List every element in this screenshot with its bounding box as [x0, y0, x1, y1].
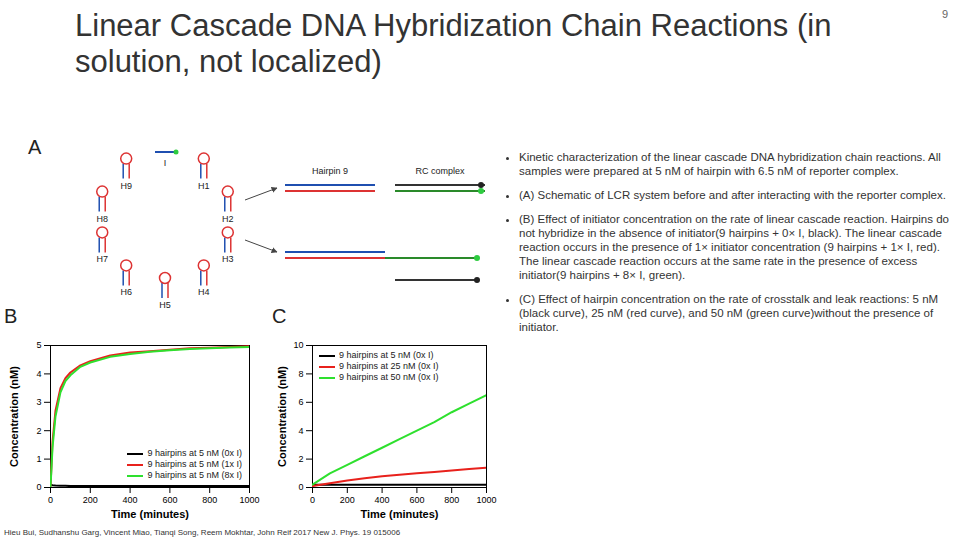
svg-text:1000: 1000: [239, 495, 259, 505]
svg-text:H9: H9: [120, 181, 132, 191]
svg-text:0: 0: [48, 495, 53, 505]
svg-text:4: 4: [298, 426, 303, 436]
svg-text:Concentration (nM): Concentration (nM): [276, 366, 288, 467]
svg-text:5: 5: [36, 340, 41, 350]
svg-text:H2: H2: [222, 214, 234, 224]
svg-text:1: 1: [36, 454, 41, 464]
svg-text:H6: H6: [120, 287, 132, 297]
svg-text:Time (minutes): Time (minutes): [111, 508, 189, 520]
html-text:9 hairpins at 5 nM (8x I): 9 hairpins at 5 nM (8x I): [147, 470, 242, 480]
svg-text:3: 3: [36, 397, 41, 407]
html-text:(A) Schematic of LCR system be: (A) Schematic of LCR system before and a…: [519, 189, 946, 201]
svg-text:Hairpin 9: Hairpin 9: [312, 166, 348, 176]
svg-text:200: 200: [83, 495, 98, 505]
svg-text:800: 800: [444, 495, 459, 505]
html-text:9 hairpins at 50 nM (0x I): 9 hairpins at 50 nM (0x I): [339, 372, 439, 382]
html-text:C: C: [272, 305, 287, 327]
svg-text:0: 0: [310, 495, 315, 505]
svg-text:0: 0: [36, 482, 41, 492]
html-text:9 hairpins at 5 nM (0x I): 9 hairpins at 5 nM (0x I): [339, 350, 434, 360]
svg-text:6: 6: [298, 397, 303, 407]
svg-text:4: 4: [36, 369, 41, 379]
svg-text:Concentration (nM): Concentration (nM): [8, 366, 20, 467]
svg-text:400: 400: [123, 495, 138, 505]
html-text:9: 9: [941, 8, 948, 20]
html-text:Linear Cascade DNA Hybridizati: Linear Cascade DNA Hybridization Chain R…: [75, 8, 832, 79]
html-text:(B) Effect of initiator concen: (B) Effect of initiator concentration on…: [519, 213, 949, 281]
svg-text:400: 400: [375, 495, 390, 505]
svg-text:I: I: [164, 158, 167, 168]
html-text:Kinetic characterization of th: Kinetic characterization of the linear c…: [519, 151, 941, 177]
svg-text:H3: H3: [222, 254, 234, 264]
html-text:A: A: [28, 136, 42, 158]
svg-text:2: 2: [36, 426, 41, 436]
svg-text:1000: 1000: [476, 495, 496, 505]
svg-text:10: 10: [293, 340, 303, 350]
svg-text:RC complex: RC complex: [415, 166, 465, 176]
svg-text:Time (minutes): Time (minutes): [360, 508, 438, 520]
svg-text:8: 8: [298, 369, 303, 379]
svg-text:2: 2: [298, 454, 303, 464]
html-text:Hieu Bui, Sudhanshu Garg, Vinc: Hieu Bui, Sudhanshu Garg, Vincent Miao, …: [4, 528, 401, 537]
svg-text:800: 800: [202, 495, 217, 505]
html-text:9 hairpins at 5 nM (0x I): 9 hairpins at 5 nM (0x I): [147, 448, 242, 458]
html-text:B: B: [4, 305, 18, 327]
svg-text:H8: H8: [96, 214, 108, 224]
svg-text:H1: H1: [198, 181, 210, 191]
svg-text:H5: H5: [159, 300, 171, 310]
html-text:9 hairpins at 5 nM (1x I): 9 hairpins at 5 nM (1x I): [147, 459, 242, 469]
svg-text:0: 0: [298, 482, 303, 492]
svg-text:H4: H4: [198, 287, 210, 297]
html-text:9 hairpins at 25 nM (0x I): 9 hairpins at 25 nM (0x I): [339, 361, 439, 371]
svg-text:200: 200: [340, 495, 355, 505]
svg-text:600: 600: [162, 495, 177, 505]
svg-text:600: 600: [409, 495, 424, 505]
svg-text:H7: H7: [96, 254, 108, 264]
html-text:(C) Effect of hairpin concentr: (C) Effect of hairpin concentration on t…: [519, 293, 939, 333]
